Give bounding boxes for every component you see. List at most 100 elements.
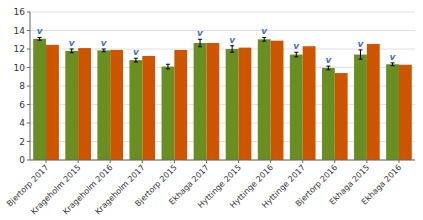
error-line	[135, 58, 136, 62]
bar	[399, 65, 412, 160]
error-bar	[70, 49, 74, 53]
y-tick-label: 4	[19, 118, 25, 128]
bar	[322, 68, 335, 160]
error-line	[296, 52, 297, 57]
bar	[271, 41, 284, 160]
annotation: v	[261, 26, 268, 36]
error-cap	[102, 49, 106, 50]
y-axis: 0 2 4 6 8 10 12 14 16	[14, 7, 30, 165]
annotation: v	[293, 41, 300, 51]
error-cap	[70, 52, 74, 53]
error-line	[232, 46, 233, 52]
x-tick	[398, 160, 399, 163]
error-bar	[38, 37, 42, 40]
error-cap	[134, 61, 138, 62]
error-bar	[198, 39, 202, 46]
bars	[33, 37, 412, 160]
y-tick-label: 0	[19, 155, 25, 165]
y-tick-label: 16	[14, 7, 26, 17]
bar	[367, 44, 380, 160]
error-cap	[38, 37, 42, 38]
error-cap	[198, 39, 202, 40]
grid-line	[30, 12, 415, 13]
bar	[162, 67, 175, 160]
chart: 0246810121416Bjertorp 2017Krageholm 2015…	[0, 0, 423, 220]
y-tick-label: 8	[19, 81, 25, 91]
error-line	[200, 39, 201, 46]
x-tick	[238, 160, 239, 163]
y-tick-label: 12	[14, 44, 25, 54]
bar	[65, 51, 78, 160]
bar	[258, 39, 271, 160]
x-tick-label: Ekhaga 2016	[360, 163, 404, 207]
annotation: v	[197, 28, 204, 38]
error-bar	[102, 49, 106, 52]
error-cap	[166, 64, 170, 65]
error-cap	[134, 58, 138, 59]
bar	[354, 55, 367, 160]
x-axis-line	[30, 160, 415, 161]
error-line	[264, 37, 265, 41]
x-tick	[334, 160, 335, 163]
annotation: v	[101, 38, 108, 48]
error-line	[328, 66, 329, 70]
error-bar	[358, 50, 362, 59]
y-axis-line	[30, 12, 31, 160]
error-cap	[391, 62, 395, 63]
bar	[194, 43, 207, 160]
error-line	[360, 50, 361, 59]
bar	[206, 43, 219, 160]
bar	[33, 39, 46, 160]
x-tick	[142, 160, 143, 163]
error-cap	[166, 68, 170, 69]
error-cap	[358, 49, 362, 50]
y-tick-label: 6	[19, 100, 25, 110]
bar	[97, 50, 110, 160]
error-bar	[391, 63, 395, 66]
bar	[129, 60, 142, 160]
annotation: v	[69, 38, 76, 48]
bar	[174, 50, 187, 160]
error-cap	[102, 51, 106, 52]
bar	[239, 48, 252, 160]
y-tick-label: 14	[14, 26, 26, 36]
annotation: v	[390, 52, 397, 62]
error-cap	[38, 40, 42, 41]
error-cap	[358, 59, 362, 60]
y-tick-label: 10	[14, 63, 26, 73]
x-tick	[302, 160, 303, 163]
error-line	[167, 64, 168, 69]
annotations: vvvvvvvvvvv	[37, 26, 397, 65]
bar	[110, 50, 123, 160]
error-line	[71, 49, 72, 53]
grid-line	[30, 30, 415, 31]
x-tick	[46, 160, 47, 163]
error-cap	[326, 66, 330, 67]
y-tick-label: 2	[19, 137, 25, 147]
error-cap	[198, 46, 202, 47]
error-cap	[294, 56, 298, 57]
error-cap	[391, 65, 395, 66]
error-cap	[230, 45, 234, 46]
x-tick	[366, 160, 367, 163]
x-tick	[270, 160, 271, 163]
bar	[303, 46, 316, 160]
x-tick	[174, 160, 175, 163]
annotation: v	[37, 26, 44, 36]
bar	[335, 73, 348, 160]
error-cap	[326, 69, 330, 70]
x-tick	[110, 160, 111, 163]
bar	[142, 56, 155, 160]
bar	[78, 48, 91, 160]
bar	[386, 64, 399, 160]
annotation: v	[133, 47, 140, 57]
bar	[226, 49, 239, 160]
bar	[46, 45, 59, 160]
error-bar	[326, 66, 330, 70]
x-tick	[206, 160, 207, 163]
annotation: v	[358, 39, 365, 49]
error-cap	[230, 52, 234, 53]
grid	[30, 12, 415, 160]
bar	[290, 55, 303, 160]
annotation: v	[325, 55, 332, 65]
